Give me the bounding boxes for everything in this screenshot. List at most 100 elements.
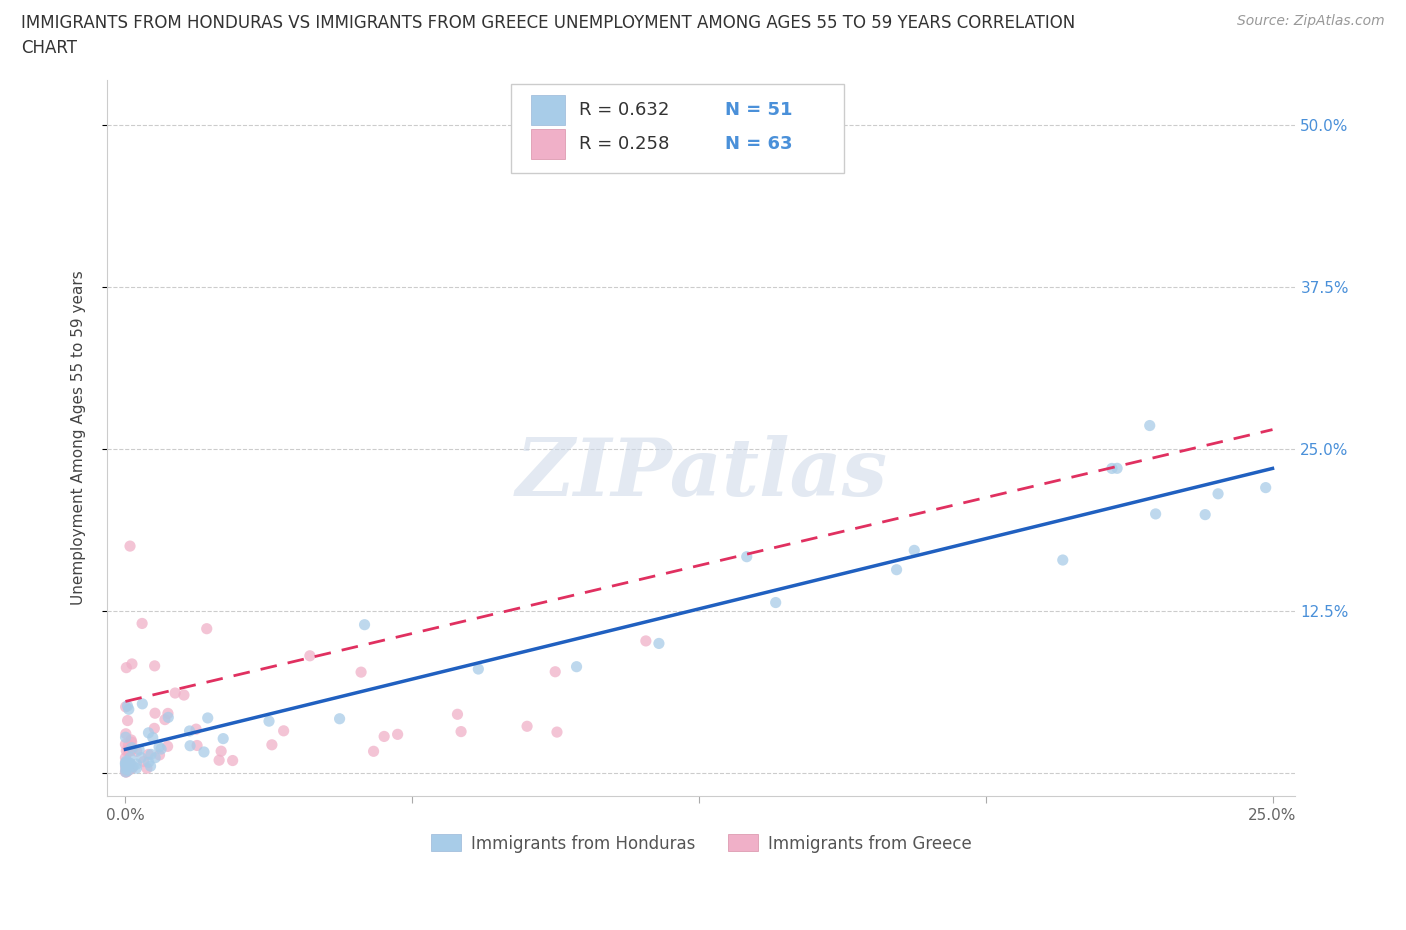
- Point: [765, 595, 787, 610]
- Point: [120, 743, 142, 758]
- Point: [139, 747, 162, 762]
- Point: [115, 758, 138, 773]
- Point: [115, 764, 138, 779]
- Text: R = 0.632: R = 0.632: [579, 101, 669, 119]
- Text: IMMIGRANTS FROM HONDURAS VS IMMIGRANTS FROM GREECE UNEMPLOYMENT AMONG AGES 55 TO: IMMIGRANTS FROM HONDURAS VS IMMIGRANTS F…: [21, 14, 1076, 32]
- Point: [114, 730, 136, 745]
- Point: [138, 755, 160, 770]
- Point: [115, 762, 138, 777]
- Point: [1052, 552, 1074, 567]
- Point: [121, 740, 143, 755]
- Point: [156, 706, 179, 721]
- Point: [139, 759, 162, 774]
- Point: [118, 744, 141, 759]
- Point: [173, 687, 195, 702]
- Point: [886, 563, 908, 578]
- Point: [165, 685, 187, 700]
- Point: [120, 751, 142, 765]
- Text: Source: ZipAtlas.com: Source: ZipAtlas.com: [1237, 14, 1385, 28]
- Point: [350, 665, 373, 680]
- Point: [195, 621, 218, 636]
- Point: [125, 757, 148, 772]
- Point: [156, 739, 179, 754]
- Point: [903, 543, 925, 558]
- Point: [153, 712, 176, 727]
- Point: [446, 707, 468, 722]
- Point: [115, 743, 138, 758]
- Text: R = 0.258: R = 0.258: [579, 135, 669, 153]
- FancyBboxPatch shape: [531, 95, 565, 126]
- Point: [565, 659, 588, 674]
- Y-axis label: Unemployment Among Ages 55 to 59 years: Unemployment Among Ages 55 to 59 years: [72, 271, 86, 605]
- Point: [115, 660, 138, 675]
- Point: [138, 747, 160, 762]
- Point: [209, 744, 232, 759]
- Text: ZIPatlas: ZIPatlas: [515, 435, 887, 512]
- Point: [197, 711, 219, 725]
- Point: [114, 755, 136, 770]
- Point: [122, 759, 145, 774]
- Point: [221, 753, 243, 768]
- Point: [212, 731, 235, 746]
- Point: [138, 725, 160, 740]
- Point: [120, 760, 142, 775]
- Point: [363, 744, 385, 759]
- Point: [117, 743, 139, 758]
- Point: [115, 764, 138, 778]
- Point: [329, 711, 352, 726]
- Text: N = 63: N = 63: [725, 135, 793, 153]
- Point: [179, 738, 201, 753]
- Point: [131, 697, 153, 711]
- Point: [546, 724, 568, 739]
- Point: [1194, 507, 1216, 522]
- Point: [114, 760, 136, 775]
- Point: [1139, 418, 1161, 433]
- Point: [118, 763, 141, 777]
- Text: CHART: CHART: [21, 39, 77, 57]
- Point: [128, 742, 150, 757]
- Point: [387, 727, 409, 742]
- Point: [114, 699, 136, 714]
- Point: [450, 724, 472, 739]
- Point: [516, 719, 538, 734]
- FancyBboxPatch shape: [512, 84, 844, 173]
- Point: [1144, 507, 1167, 522]
- Point: [118, 762, 141, 777]
- Point: [148, 739, 170, 754]
- Point: [148, 748, 170, 763]
- Point: [150, 741, 173, 756]
- Point: [114, 764, 136, 779]
- Point: [114, 726, 136, 741]
- Point: [193, 745, 215, 760]
- Point: [114, 757, 136, 772]
- Point: [260, 737, 283, 752]
- Point: [117, 763, 139, 777]
- Point: [118, 702, 141, 717]
- Point: [257, 713, 280, 728]
- Point: [648, 636, 671, 651]
- Text: N = 51: N = 51: [725, 101, 793, 119]
- Point: [115, 753, 138, 768]
- Point: [208, 752, 231, 767]
- Point: [114, 751, 136, 765]
- Point: [1254, 480, 1277, 495]
- Point: [544, 664, 567, 679]
- Point: [273, 724, 295, 738]
- Point: [467, 661, 489, 676]
- Point: [143, 658, 166, 673]
- FancyBboxPatch shape: [531, 128, 565, 159]
- Point: [114, 762, 136, 777]
- Point: [186, 738, 208, 753]
- Point: [120, 761, 142, 776]
- Point: [117, 713, 139, 728]
- Point: [131, 616, 153, 631]
- Point: [1101, 461, 1123, 476]
- Point: [142, 730, 165, 745]
- Point: [117, 698, 139, 713]
- Point: [1107, 461, 1129, 476]
- Point: [179, 724, 201, 738]
- Point: [121, 735, 143, 750]
- Point: [121, 657, 143, 671]
- Point: [634, 633, 657, 648]
- Point: [120, 733, 142, 748]
